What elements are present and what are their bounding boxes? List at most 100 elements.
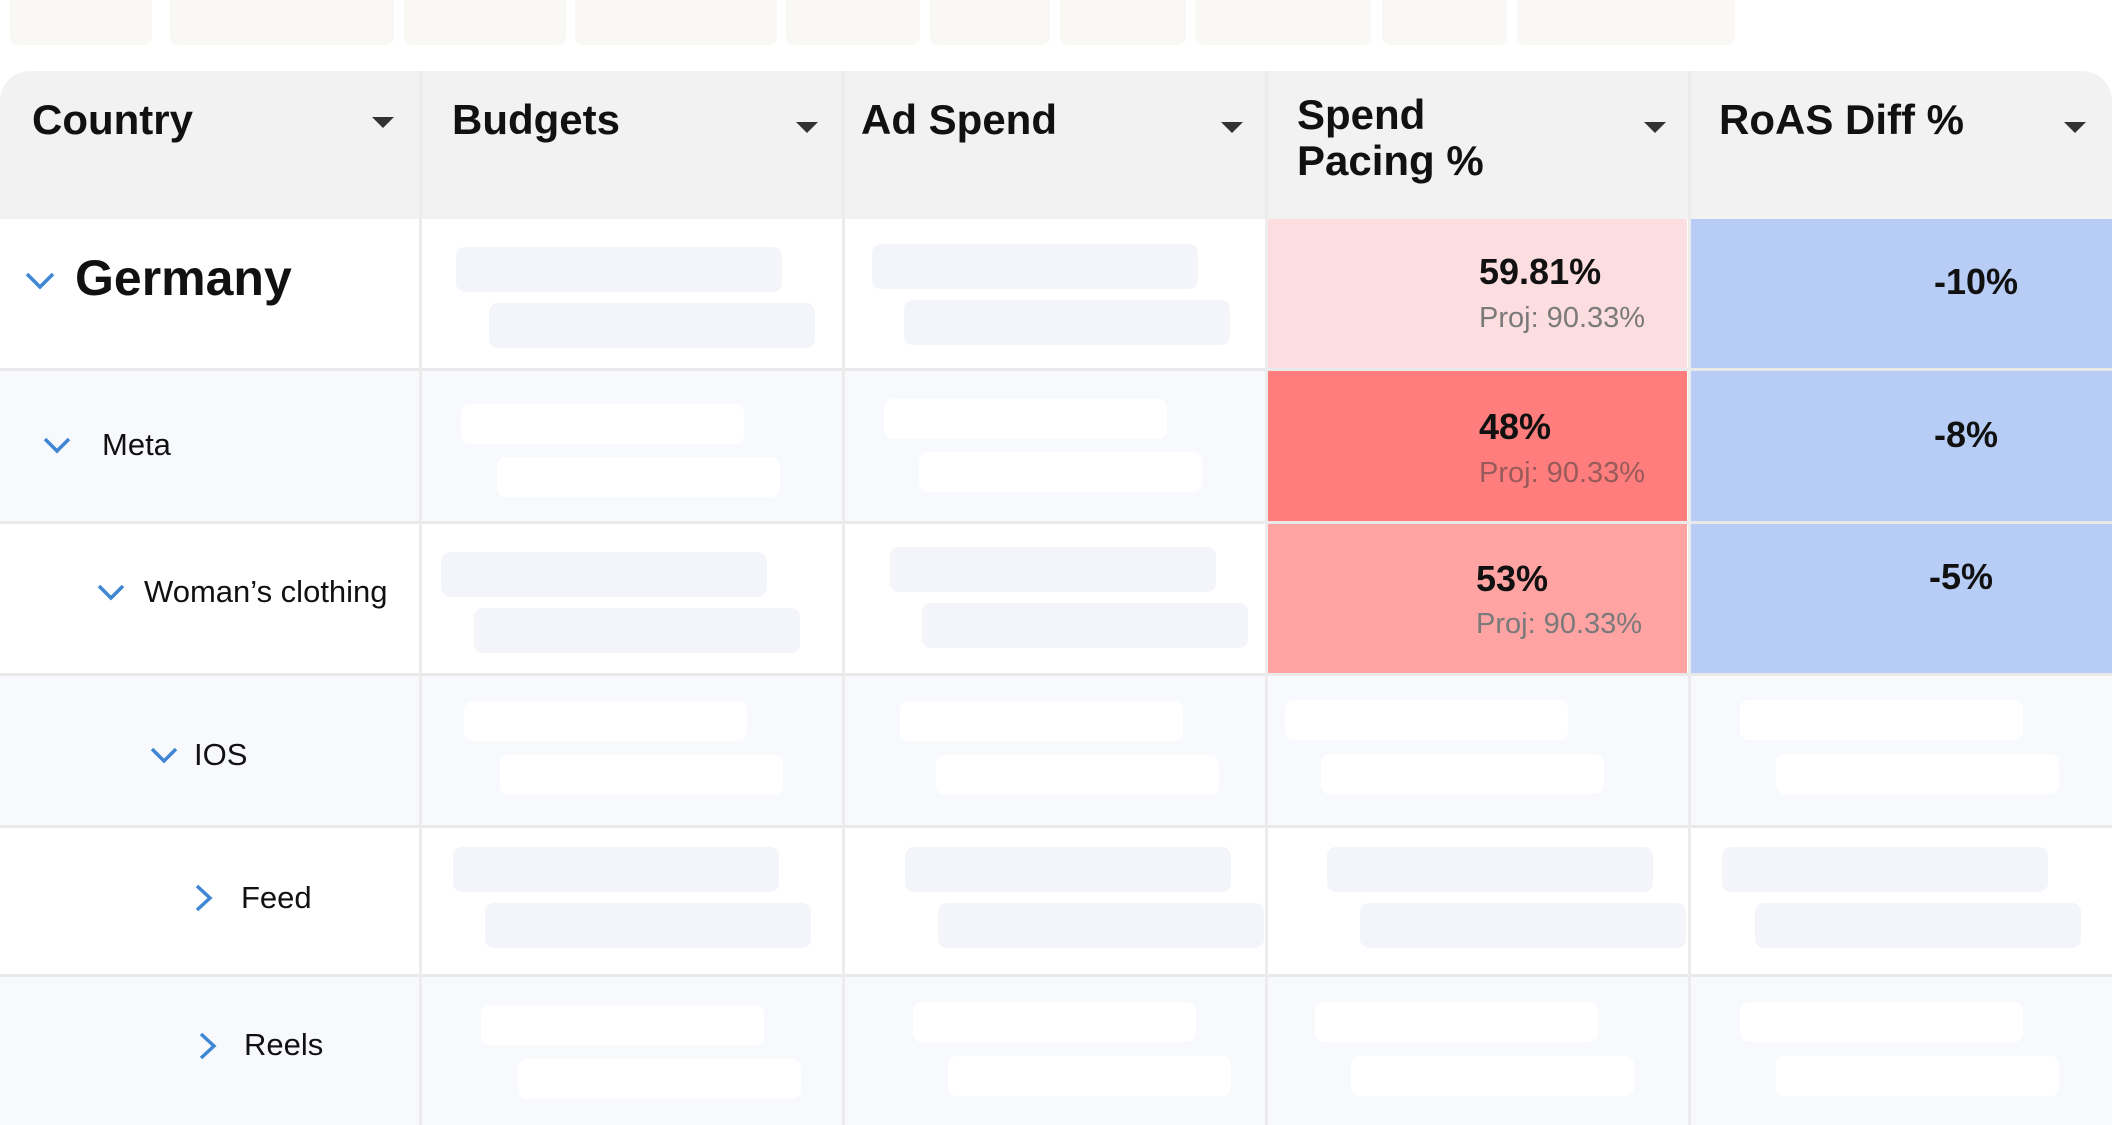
row-label: IOS — [194, 737, 248, 772]
row-divider — [0, 974, 2112, 977]
table-row[interactable] — [0, 975, 2112, 1125]
toolbar-chip — [1382, 0, 1507, 45]
skeleton-placeholder — [1327, 847, 1653, 892]
row-label: Germany — [75, 250, 292, 306]
skeleton-placeholder — [1722, 847, 2048, 892]
spend-pacing-cell — [1266, 522, 1687, 674]
skeleton-placeholder — [1321, 754, 1604, 794]
row-divider — [0, 368, 2112, 371]
skeleton-placeholder — [485, 903, 811, 948]
skeleton-placeholder — [500, 755, 783, 795]
toolbar-chip — [170, 0, 394, 45]
toolbar-chip — [1195, 0, 1371, 45]
skeleton-placeholder — [456, 247, 782, 292]
column-header-label: Spend Pacing % — [1297, 91, 1484, 184]
column-header-ad-spend[interactable]: Ad Spend — [843, 71, 1266, 219]
roas-diff-cell — [1690, 369, 2112, 522]
spend-pacing-value: 59.81% — [1479, 251, 1602, 292]
column-header-label: RoAS Diff % — [1719, 96, 1964, 143]
skeleton-placeholder — [890, 547, 1216, 592]
spend-pacing-cell — [1266, 369, 1687, 522]
column-divider — [842, 71, 845, 1125]
toolbar-chip — [786, 0, 920, 45]
skeleton-placeholder — [518, 1059, 801, 1099]
skeleton-placeholder — [464, 701, 747, 741]
chevron-down-icon[interactable] — [24, 271, 56, 291]
row-label: Woman’s clothing — [144, 574, 388, 609]
caret-down-icon[interactable] — [1644, 122, 1666, 133]
skeleton-placeholder — [497, 457, 780, 497]
spend-pacing-value: 53% — [1476, 558, 1549, 599]
chevron-right-icon[interactable] — [194, 883, 214, 913]
row-label: Meta — [102, 427, 171, 462]
skeleton-placeholder — [938, 903, 1264, 948]
row-divider — [0, 673, 2112, 676]
chevron-right-icon[interactable] — [198, 1031, 218, 1061]
row-divider — [0, 521, 2112, 524]
skeleton-placeholder — [905, 847, 1231, 892]
skeleton-placeholder — [936, 755, 1219, 795]
skeleton-placeholder — [481, 1005, 764, 1045]
column-header-country[interactable]: Country — [0, 71, 420, 219]
roas-diff-value: -10% — [1934, 261, 2019, 302]
toolbar-chip — [930, 0, 1050, 45]
toolbar-chip — [404, 0, 566, 45]
column-header-spend-pacing[interactable]: Spend Pacing % — [1266, 71, 1690, 219]
skeleton-placeholder — [1776, 1056, 2059, 1096]
skeleton-placeholder — [474, 608, 800, 653]
skeleton-placeholder — [441, 552, 767, 597]
chevron-down-icon[interactable] — [42, 436, 72, 456]
skeleton-placeholder — [1740, 1002, 2023, 1042]
roas-diff-cell — [1690, 219, 2112, 369]
skeleton-placeholder — [1351, 1056, 1634, 1096]
roas-diff-cell — [1690, 522, 2112, 674]
skeleton-placeholder — [461, 404, 744, 444]
skeleton-placeholder — [1360, 903, 1686, 948]
column-header-label: Ad Spend — [861, 96, 1057, 143]
skeleton-placeholder — [1285, 700, 1568, 740]
column-header-roas-diff[interactable]: RoAS Diff % — [1690, 71, 2112, 219]
caret-down-icon[interactable] — [796, 122, 818, 133]
skeleton-placeholder — [884, 399, 1167, 439]
skeleton-placeholder — [1776, 754, 2059, 794]
column-divider — [419, 71, 422, 1125]
skeleton-placeholder — [922, 603, 1248, 648]
roas-diff-value: -8% — [1934, 414, 1999, 455]
toolbar-chip — [1060, 0, 1186, 45]
column-header-budgets[interactable]: Budgets — [420, 71, 843, 219]
row-divider — [0, 825, 2112, 828]
skeleton-placeholder — [900, 701, 1183, 741]
caret-down-icon[interactable] — [372, 117, 394, 128]
spend-projection: Proj: 90.33% — [1479, 457, 1646, 489]
column-header-label: Budgets — [452, 96, 620, 143]
roas-diff-value: -5% — [1929, 556, 1994, 597]
skeleton-placeholder — [913, 1002, 1196, 1042]
top-toolbar-placeholders — [0, 0, 2112, 46]
skeleton-placeholder — [904, 300, 1230, 345]
toolbar-chip — [1517, 0, 1735, 45]
skeleton-placeholder — [1315, 1002, 1598, 1042]
skeleton-placeholder — [1755, 903, 2081, 948]
column-divider — [1688, 71, 1691, 1125]
row-label: Reels — [244, 1027, 324, 1062]
spend-pacing-cell — [1266, 219, 1687, 369]
caret-down-icon[interactable] — [1221, 122, 1243, 133]
spend-projection: Proj: 90.33% — [1476, 608, 1643, 640]
skeleton-placeholder — [872, 244, 1198, 289]
spend-pacing-value: 48% — [1479, 406, 1552, 447]
row-label: Feed — [241, 880, 312, 915]
table-row[interactable] — [0, 674, 2112, 826]
toolbar-chip — [575, 0, 777, 45]
caret-down-icon[interactable] — [2064, 122, 2086, 133]
toolbar-chip — [10, 0, 152, 45]
chevron-down-icon[interactable] — [96, 583, 126, 603]
column-header-label: Country — [32, 96, 193, 143]
skeleton-placeholder — [948, 1056, 1231, 1096]
spend-projection: Proj: 90.33% — [1479, 302, 1646, 334]
skeleton-placeholder — [919, 452, 1202, 492]
skeleton-placeholder — [489, 303, 815, 348]
skeleton-placeholder — [1740, 700, 2023, 740]
chevron-down-icon[interactable] — [149, 746, 179, 766]
skeleton-placeholder — [453, 847, 779, 892]
column-divider — [1265, 71, 1268, 1125]
